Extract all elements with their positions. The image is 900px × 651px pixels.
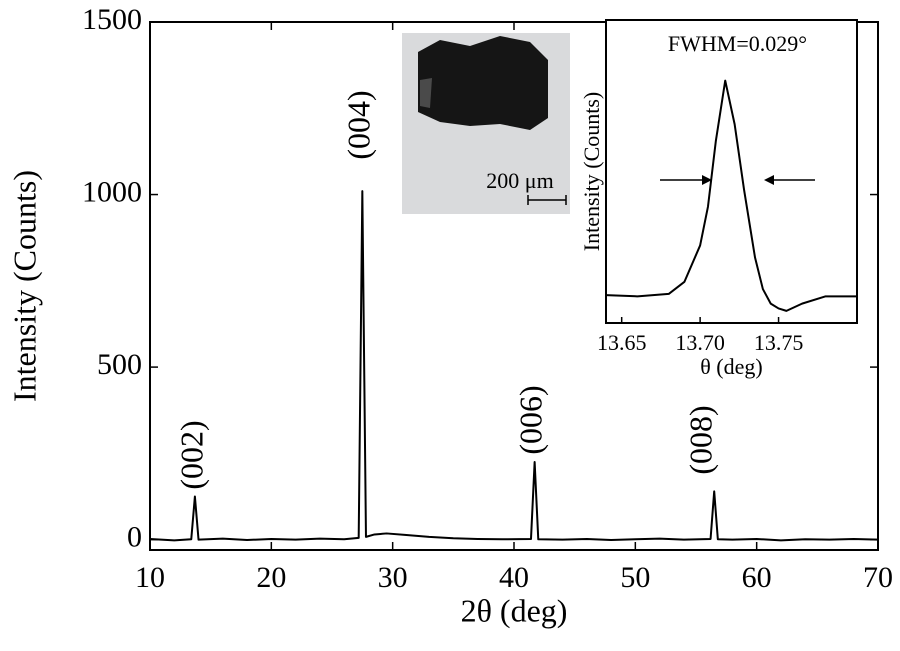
- x-tick-label: 70: [863, 561, 893, 594]
- data-line: [605, 79, 857, 312]
- data-line: [149, 190, 879, 542]
- inset-background: [606, 20, 857, 323]
- peak-label: (002): [173, 420, 209, 489]
- arrow-head: [702, 175, 712, 185]
- x-tick-label: 40: [499, 561, 529, 594]
- x-tick-label: 30: [378, 561, 408, 594]
- scale-label: 200 μm: [486, 168, 553, 193]
- y-tick-label: 500: [97, 348, 142, 381]
- x-tick-label: 20: [256, 561, 286, 594]
- plot-frame: [605, 19, 858, 324]
- x-tick-label: 13.65: [597, 330, 647, 355]
- inset-title: FWHM=0.029°: [668, 31, 807, 56]
- crystal-facet: [420, 78, 432, 108]
- arrow-head: [764, 175, 774, 185]
- peak-label: (006): [512, 385, 548, 454]
- x-axis-label: 2θ (deg): [461, 592, 568, 628]
- x-axis-label: θ (deg): [700, 354, 762, 379]
- x-tick-label: 10: [135, 561, 165, 594]
- sample-photo: 200 μm: [402, 33, 570, 214]
- x-tick-label: 50: [620, 561, 650, 594]
- x-tick-label: 13.75: [754, 330, 804, 355]
- y-tick-label: 1500: [82, 3, 142, 36]
- y-axis-label: Intensity (Counts): [6, 170, 42, 402]
- peak-label: (008): [682, 405, 718, 474]
- peak-label: (004): [340, 90, 376, 159]
- x-tick-label: 60: [742, 561, 772, 594]
- fwhm-arrows: [660, 175, 815, 185]
- crystal: [418, 36, 548, 130]
- x-tick-label: 13.70: [675, 330, 725, 355]
- y-tick-label: 1000: [82, 175, 142, 208]
- y-axis-label: Intensity (Counts): [579, 92, 604, 252]
- y-tick-label: 0: [127, 521, 142, 554]
